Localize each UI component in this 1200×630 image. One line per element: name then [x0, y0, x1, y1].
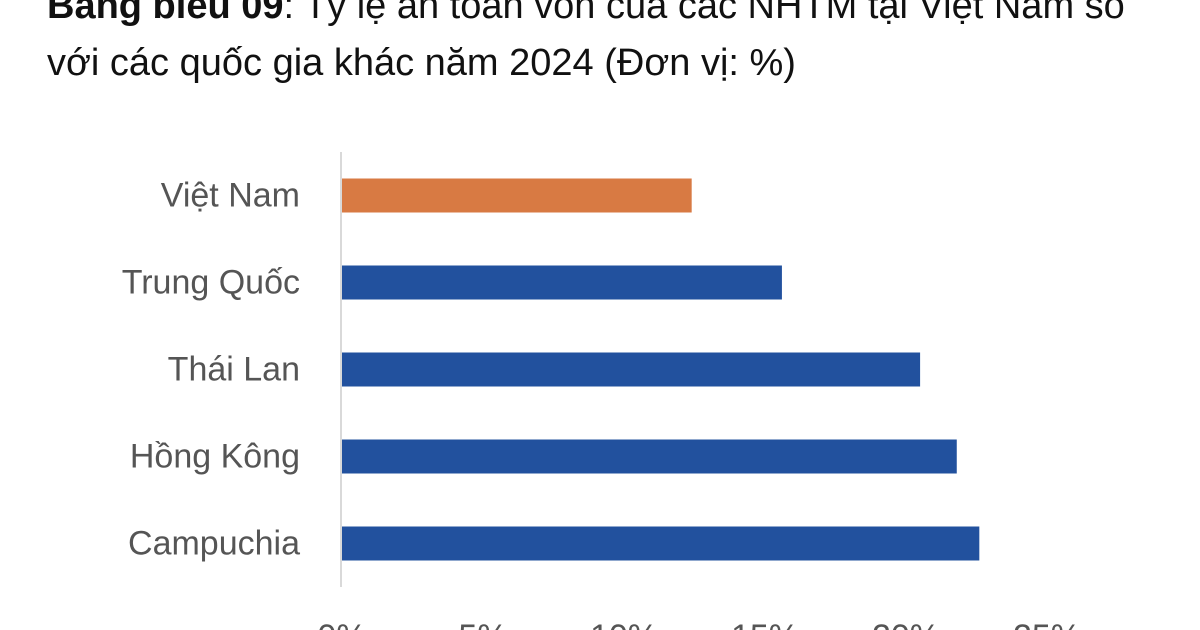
x-tick-label: 10%: [590, 618, 658, 630]
bar-viet-nam: [342, 178, 692, 213]
bar-campuchia: [342, 526, 980, 561]
category-label-trung-quoc: Trung Quốc: [122, 264, 300, 302]
bar-trung-quoc: [342, 265, 782, 300]
x-tick-labels: 0% 5% 10% 15% 20% 25%: [317, 618, 1081, 630]
x-tick-label: 5%: [458, 618, 507, 630]
bar-thai-lan: [342, 352, 921, 387]
category-label-hong-kong: Hồng Kông: [130, 438, 300, 476]
category-label-campuchia: Campuchia: [128, 525, 300, 563]
chart-title: Bảng biểu 09: Tỷ lệ an toàn vốn của các …: [47, 0, 1177, 92]
x-tick-label: 15%: [731, 618, 799, 630]
chart-title-rest: : Tỷ lệ an toàn vốn của các NHTM tại Việ…: [47, 0, 1125, 84]
x-tick-label: 25%: [1013, 618, 1081, 630]
bars-group: [342, 178, 980, 561]
chart-title-bold: Bảng biểu 09: [47, 0, 284, 27]
category-labels: Việt Nam Trung Quốc Thái Lan Hồng Kông Campu…: [122, 177, 300, 563]
category-label-thai-lan: Thái Lan: [168, 351, 300, 389]
bar-hong-kong: [342, 439, 957, 474]
x-tick-label: 20%: [872, 618, 940, 630]
x-tick-label: 0%: [317, 618, 366, 630]
category-label-viet-nam: Việt Nam: [161, 177, 300, 215]
